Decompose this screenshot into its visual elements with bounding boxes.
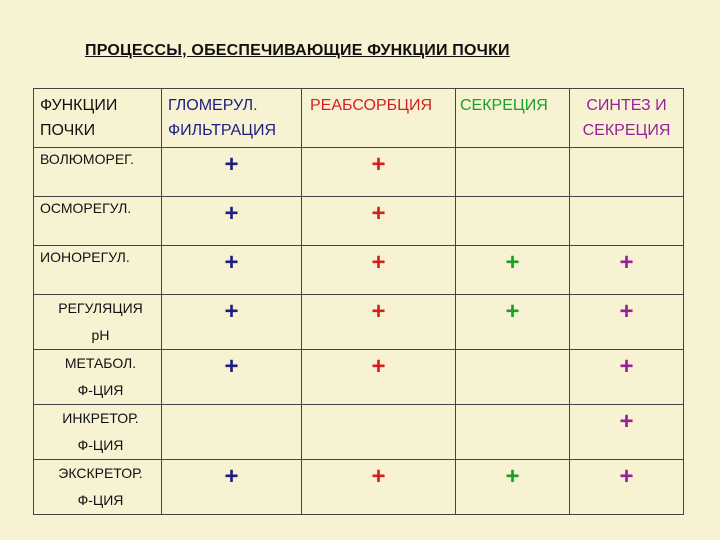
- table-row: МЕТАБОЛ. Ф-ЦИЯ + + +: [33, 349, 684, 405]
- mark-cell: [455, 349, 570, 405]
- kidney-functions-table: ФУНКЦИИ ПОЧКИ ГЛОМЕРУЛ. ФИЛЬТРАЦИЯ РЕАБСОР…: [33, 88, 684, 515]
- mark-cell: [569, 147, 684, 197]
- row-label: ИНКРЕТОР. Ф-ЦИЯ: [33, 404, 162, 460]
- mark-cell: +: [569, 294, 684, 350]
- header-secretion-label: СЕКРЕЦИЯ: [460, 97, 548, 114]
- mark-cell: +: [161, 147, 302, 197]
- mark-cell: +: [161, 245, 302, 295]
- mark-cell: +: [301, 349, 456, 405]
- mark-cell: +: [161, 349, 302, 405]
- table-row: ЭКСКРЕТОР. Ф-ЦИЯ + + + +: [33, 459, 684, 515]
- table-row: ИНКРЕТОР. Ф-ЦИЯ +: [33, 404, 684, 460]
- row-label-line-1: РЕГУЛЯЦИЯ: [58, 300, 143, 316]
- row-label: МЕТАБОЛ. Ф-ЦИЯ: [33, 349, 162, 405]
- header-functions-line-1: ФУНКЦИИ: [40, 97, 118, 114]
- table-row: ВОЛЮМОРЕГ. + +: [33, 147, 684, 197]
- mark-cell: +: [455, 294, 570, 350]
- header-synthesis-secretion: СИНТЕЗ И СЕКРЕЦИЯ: [569, 88, 684, 148]
- header-synthesis-line-1: СИНТЕЗ И: [586, 97, 667, 114]
- row-label-line-1: ЭКСКРЕТОР.: [58, 465, 143, 481]
- header-reabsorption-label: РЕАБСОРБЦИЯ: [310, 97, 433, 114]
- mark-cell: [161, 404, 302, 460]
- mark-cell: +: [301, 459, 456, 515]
- header-functions-line-2: ПОЧКИ: [40, 122, 96, 139]
- row-label: ВОЛЮМОРЕГ.: [33, 147, 162, 197]
- row-label-line: ОСМОРЕГУЛ.: [40, 200, 132, 216]
- mark-cell: [455, 196, 570, 246]
- mark-cell: +: [161, 196, 302, 246]
- mark-cell: +: [301, 245, 456, 295]
- mark-cell: +: [569, 404, 684, 460]
- header-glomerular-line-2: ФИЛЬТРАЦИЯ: [168, 122, 276, 139]
- header-synthesis-line-2: СЕКРЕЦИЯ: [582, 122, 671, 139]
- mark-cell: +: [161, 294, 302, 350]
- row-label-line: ВОЛЮМОРЕГ.: [40, 151, 134, 167]
- mark-cell: [455, 404, 570, 460]
- mark-cell: +: [301, 147, 456, 197]
- row-label-line-2: pH: [91, 327, 110, 343]
- mark-cell: +: [569, 245, 684, 295]
- table-row: ОСМОРЕГУЛ. + +: [33, 196, 684, 246]
- header-glomerular-line-1: ГЛОМЕРУЛ.: [168, 97, 258, 114]
- row-label-line: ИОНОРЕГУЛ.: [40, 249, 130, 265]
- header-functions: ФУНКЦИИ ПОЧКИ: [33, 88, 162, 148]
- page-title: ПРОЦЕССЫ, ОБЕСПЕЧИВАЮЩИЕ ФУНКЦИИ ПОЧКИ: [85, 42, 510, 59]
- row-label: ИОНОРЕГУЛ.: [33, 245, 162, 295]
- row-label: ЭКСКРЕТОР. Ф-ЦИЯ: [33, 459, 162, 515]
- mark-cell: +: [301, 196, 456, 246]
- mark-cell: [569, 196, 684, 246]
- mark-cell: +: [301, 294, 456, 350]
- header-reabsorption: РЕАБСОРБЦИЯ: [301, 88, 456, 148]
- table-row: РЕГУЛЯЦИЯ pH + + + +: [33, 294, 684, 350]
- row-label-line-1: МЕТАБОЛ.: [64, 355, 137, 371]
- table-row: ИОНОРЕГУЛ. + + + +: [33, 245, 684, 295]
- mark-cell: +: [455, 459, 570, 515]
- mark-cell: +: [569, 349, 684, 405]
- row-label: ОСМОРЕГУЛ.: [33, 196, 162, 246]
- mark-cell: [301, 404, 456, 460]
- row-label-line-2: Ф-ЦИЯ: [77, 437, 124, 453]
- row-label-line-2: Ф-ЦИЯ: [77, 492, 124, 508]
- header-secretion: СЕКРЕЦИЯ: [455, 88, 570, 148]
- row-label: РЕГУЛЯЦИЯ pH: [33, 294, 162, 350]
- mark-cell: +: [161, 459, 302, 515]
- mark-cell: [455, 147, 570, 197]
- header-glomerular-filtration: ГЛОМЕРУЛ. ФИЛЬТРАЦИЯ: [161, 88, 302, 148]
- row-label-line-2: Ф-ЦИЯ: [77, 382, 124, 398]
- mark-cell: +: [455, 245, 570, 295]
- header-row: ФУНКЦИИ ПОЧКИ ГЛОМЕРУЛ. ФИЛЬТРАЦИЯ РЕАБСОР…: [33, 88, 684, 148]
- mark-cell: +: [569, 459, 684, 515]
- row-label-line-1: ИНКРЕТОР.: [62, 410, 139, 426]
